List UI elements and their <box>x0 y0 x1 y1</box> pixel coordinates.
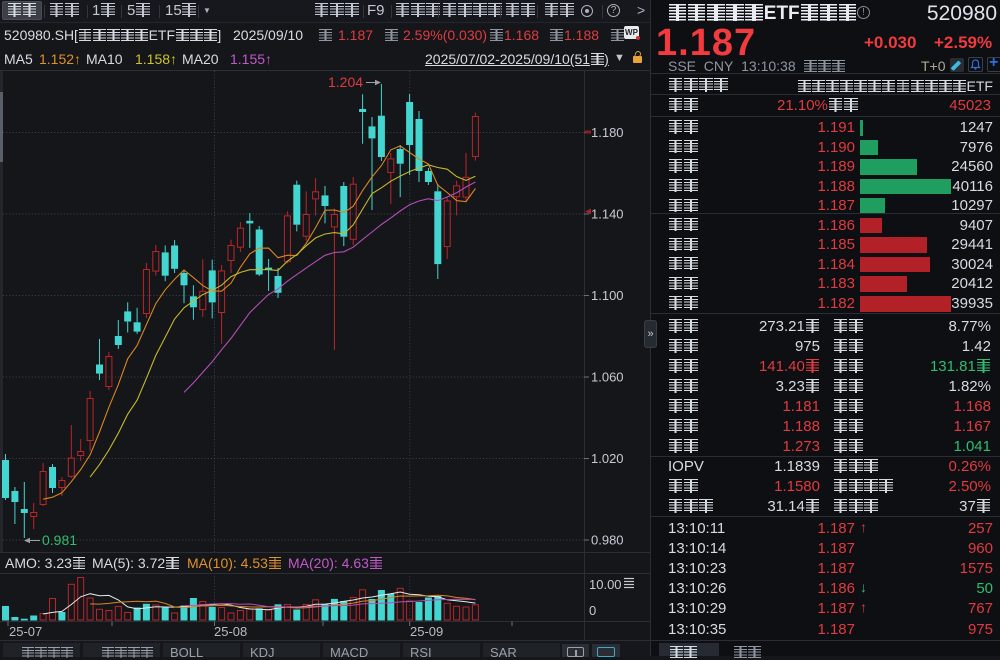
svg-text:1.100: 1.100 <box>591 288 624 303</box>
svg-text:1.140: 1.140 <box>591 207 624 222</box>
svg-text:1.204: 1.204 <box>328 74 363 90</box>
svg-text:10.00: 10.00 <box>589 577 622 592</box>
svg-text:1.060: 1.060 <box>591 370 624 385</box>
svg-text:1.180: 1.180 <box>591 125 624 140</box>
svg-text:0: 0 <box>589 603 596 618</box>
svg-text:25-09: 25-09 <box>410 624 443 639</box>
svg-text:0.980: 0.980 <box>591 533 624 548</box>
svg-text:1.020: 1.020 <box>591 451 624 466</box>
svg-text:25-07: 25-07 <box>9 624 42 639</box>
svg-text:0.981: 0.981 <box>42 532 77 548</box>
svg-text:25-08: 25-08 <box>214 624 247 639</box>
